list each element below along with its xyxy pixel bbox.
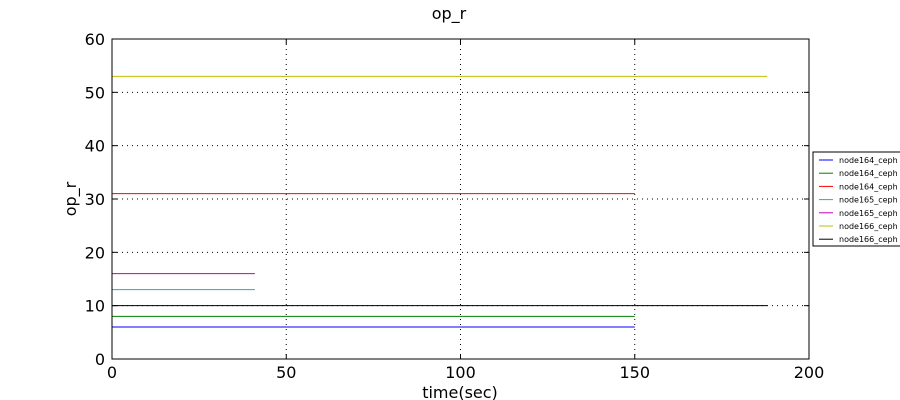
legend-label: node165_ceph — [839, 196, 898, 205]
series-lines — [112, 75, 768, 328]
x-axis-label: time(sec) — [422, 383, 498, 400]
y-tick-label: 0 — [95, 350, 105, 369]
legend-label: node165_ceph — [839, 209, 898, 218]
y-tick-label: 30 — [85, 190, 105, 209]
y-tick-label: 40 — [85, 137, 105, 156]
axis-ticks: 0 50 100 150 200 0 10 20 30 40 50 60 — [85, 30, 825, 382]
legend: node164_ceph node164_ceph node164_cephnode… — [812, 151, 900, 247]
legend-label: node166_ceph — [839, 235, 898, 244]
legend-label: node166_ceph — [839, 222, 898, 231]
legend-label: node164_ceph — [839, 182, 898, 191]
x-tick-label: 50 — [276, 363, 296, 382]
y-tick-label: 50 — [85, 83, 105, 102]
legend-box — [812, 151, 900, 247]
x-tick-label: 200 — [794, 363, 825, 382]
legend-label: node164_ceph — [839, 169, 898, 178]
y-tick-label: 60 — [85, 30, 105, 49]
x-tick-label: 0 — [107, 363, 117, 382]
legend-label: node164_ceph — [839, 156, 898, 165]
y-tick-label: 20 — [85, 243, 105, 262]
x-tick-label: 100 — [445, 363, 476, 382]
grid — [112, 39, 809, 359]
y-axis-label: op_r — [61, 181, 81, 216]
y-tick-label: 10 — [85, 297, 105, 316]
chart-title: op_r — [432, 4, 467, 24]
x-tick-label: 150 — [619, 363, 650, 382]
